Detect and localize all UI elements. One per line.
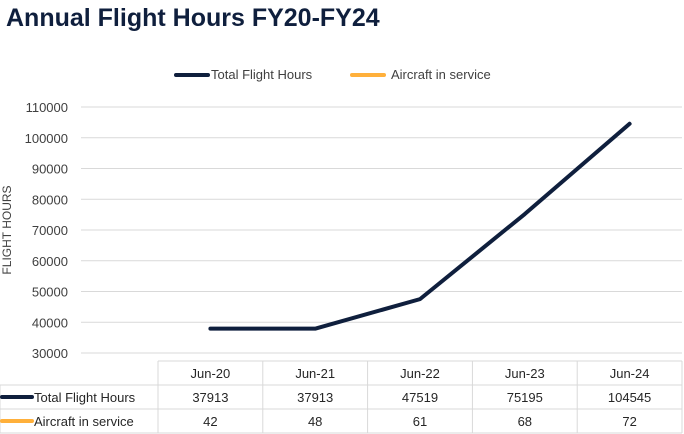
table-series-label-aircraft-in-service: Aircraft in service xyxy=(34,414,134,429)
y-tick-label-70000: 70000 xyxy=(32,223,68,238)
y-tick-label-40000: 40000 xyxy=(32,315,68,330)
x-category-label-jun-23: Jun-23 xyxy=(505,366,545,381)
legend: Total Flight Hours Aircraft in service xyxy=(174,67,491,82)
x-category-label-jun-21: Jun-21 xyxy=(295,366,335,381)
x-category-label-jun-24: Jun-24 xyxy=(610,366,650,381)
x-category-label-jun-20: Jun-20 xyxy=(191,366,231,381)
legend-label-aircraft-in-service: Aircraft in service xyxy=(391,67,491,82)
y-tick-label-30000: 30000 xyxy=(32,346,68,361)
plot-series xyxy=(208,121,632,331)
y-tick-label-50000: 50000 xyxy=(32,285,68,300)
table-cell-aircraft-in-service-4: 72 xyxy=(622,414,636,429)
legend-label-total-flight-hours: Total Flight Hours xyxy=(211,67,313,82)
table-cell-aircraft-in-service-3: 68 xyxy=(518,414,532,429)
series-line-total-flight-hours xyxy=(208,121,632,331)
table-cell-total-flight-hours-4: 104545 xyxy=(608,390,651,405)
table-cell-aircraft-in-service-2: 61 xyxy=(413,414,427,429)
table-cell-aircraft-in-service-1: 48 xyxy=(308,414,322,429)
chart-title: Annual Flight Hours FY20-FY24 xyxy=(6,4,380,32)
table-cell-total-flight-hours-0: 37913 xyxy=(192,390,228,405)
table-cell-aircraft-in-service-0: 42 xyxy=(203,414,217,429)
table-cell-total-flight-hours-3: 75195 xyxy=(507,390,543,405)
y-axis-title: FLIGHT HOURS xyxy=(0,185,14,274)
y-tick-label-100000: 100000 xyxy=(25,131,68,146)
table-series-label-total-flight-hours: Total Flight Hours xyxy=(34,390,136,405)
x-category-label-jun-22: Jun-22 xyxy=(400,366,440,381)
table-cell-total-flight-hours-2: 47519 xyxy=(402,390,438,405)
y-tick-label-60000: 60000 xyxy=(32,254,68,269)
y-tick-label-80000: 80000 xyxy=(32,192,68,207)
y-tick-label-90000: 90000 xyxy=(32,162,68,177)
gridlines xyxy=(81,106,682,354)
y-tick-label-110000: 110000 xyxy=(26,100,68,115)
table-cell-total-flight-hours-1: 37913 xyxy=(297,390,333,405)
data-table: Jun-20 Jun-21 Jun-22 Jun-23 Jun-24 Total Flig… xyxy=(0,360,683,434)
y-axis-ticks: 110000 100000 90000 80000 70000 60000 50000 400… xyxy=(25,100,68,361)
